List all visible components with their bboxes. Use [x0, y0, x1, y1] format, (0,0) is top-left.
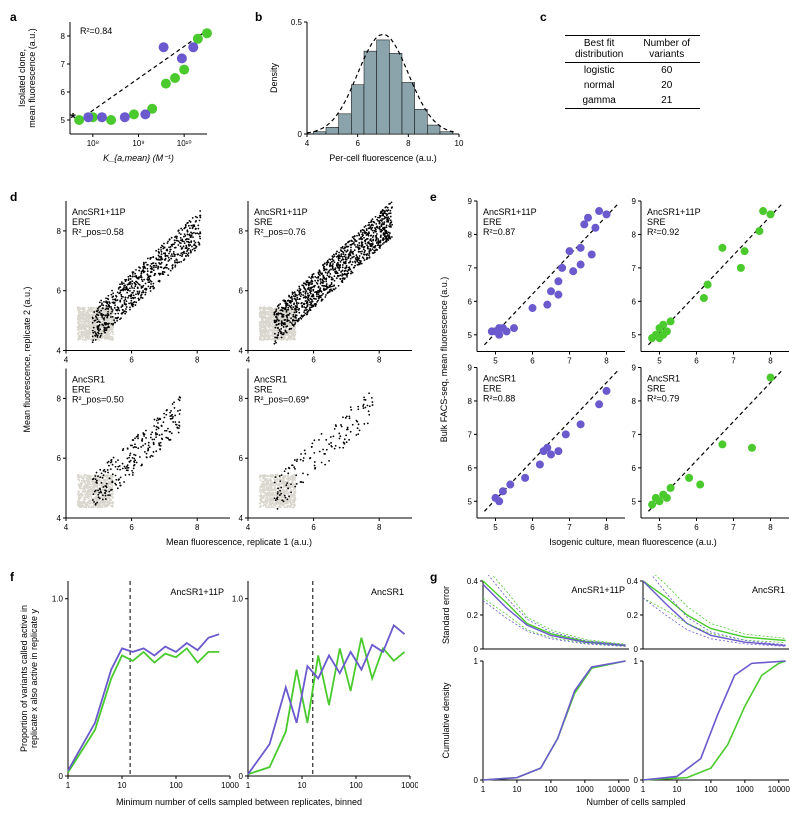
table-cell: 21: [633, 93, 700, 109]
table-cell: normal: [565, 78, 633, 93]
svg-text:8: 8: [61, 32, 66, 41]
svg-text:8: 8: [239, 394, 244, 403]
svg-text:0: 0: [298, 130, 303, 139]
svg-text:7: 7: [61, 60, 66, 69]
svg-text:10⁹: 10⁹: [132, 139, 144, 148]
table-col-header: Number of variants: [633, 36, 700, 63]
table-col-header: Best fit distribution: [565, 36, 633, 63]
svg-text:R²_pos=0.76: R²_pos=0.76: [254, 227, 306, 237]
svg-text:AncSR1+11P: AncSR1+11P: [72, 207, 126, 217]
svg-text:10: 10: [455, 139, 464, 148]
svg-text:4: 4: [57, 514, 62, 523]
svg-text:4: 4: [239, 514, 244, 523]
panel-f-chart: 110100100001.0AncSR1+11P110100100001.0An…: [18, 575, 418, 810]
svg-text:8: 8: [406, 139, 411, 148]
panel-g-chart: 00.20.4AncSR1+11P1101001000100000100.20.…: [435, 575, 795, 810]
svg-text:AncSR1+11P: AncSR1+11P: [254, 207, 308, 217]
svg-text:8: 8: [57, 394, 62, 403]
svg-text:4: 4: [246, 356, 251, 365]
svg-text:6: 6: [129, 356, 134, 365]
svg-text:8: 8: [377, 356, 382, 365]
panel-b-label: b: [255, 10, 262, 24]
svg-text:6: 6: [239, 287, 244, 296]
svg-text:6: 6: [129, 523, 134, 532]
svg-text:6: 6: [311, 356, 316, 365]
svg-text:8: 8: [239, 227, 244, 236]
svg-text:R²_pos=0.58: R²_pos=0.58: [72, 227, 124, 237]
svg-text:4: 4: [305, 139, 310, 148]
svg-text:ERE: ERE: [72, 385, 91, 395]
svg-text:R²_pos=0.50: R²_pos=0.50: [72, 395, 124, 405]
svg-text:ERE: ERE: [72, 217, 91, 227]
panel-d-label: d: [10, 190, 17, 204]
svg-text:8: 8: [57, 227, 62, 236]
panel-b-chart: 4 6 8 10 0 0.5 Per-cell fluorescence (a.u.) Den…: [265, 14, 465, 164]
svg-text:SRE: SRE: [254, 217, 273, 227]
svg-text:R²=0.84: R²=0.84: [80, 26, 112, 36]
table-cell: logistic: [565, 63, 633, 79]
table-cell: 20: [633, 78, 700, 93]
table-cell: gamma: [565, 93, 633, 109]
panel-c-table-container: Best fit distribution Number of variants…: [565, 35, 700, 109]
svg-text:6: 6: [311, 523, 316, 532]
svg-text:Density: Density: [269, 62, 279, 93]
figure-container: a 10⁸ 10⁹ 10¹⁰ 5 6 7 8 * R²=0.84 K_{a,mean} (M⁻¹)…: [10, 10, 790, 815]
svg-text:K_{a,mean} (M⁻¹): K_{a,mean} (M⁻¹): [103, 153, 174, 163]
svg-text:8: 8: [377, 523, 382, 532]
panel-d-chart: 468468AncSR1+11PERER²_pos=0.58468468AncS…: [18, 195, 418, 550]
svg-text:Per-cell fluorescence (a.u.): Per-cell fluorescence (a.u.): [329, 153, 437, 163]
svg-text:4: 4: [64, 356, 69, 365]
svg-text:8: 8: [195, 523, 200, 532]
best-fit-table: Best fit distribution Number of variants…: [565, 35, 700, 109]
panel-c-label: c: [540, 10, 547, 24]
panel-e-chart: 567856789AncSR1+11PERER²=0.87567856789An…: [435, 195, 795, 550]
svg-text:6: 6: [355, 139, 360, 148]
svg-text:Isolated clone,mean fluorescen: Isolated clone,mean fluorescence (a.u.): [18, 28, 37, 128]
svg-text:10¹⁰: 10¹⁰: [177, 139, 192, 148]
svg-text:5: 5: [61, 116, 66, 125]
panel-a-label: a: [10, 10, 17, 24]
svg-text:0.5: 0.5: [291, 18, 303, 27]
svg-text:4: 4: [239, 347, 244, 356]
panel-f-label: f: [10, 570, 14, 584]
svg-text:6: 6: [61, 88, 66, 97]
svg-text:6: 6: [239, 454, 244, 463]
svg-text:6: 6: [57, 454, 62, 463]
svg-text:*: *: [70, 110, 76, 126]
table-cell: 60: [633, 63, 700, 79]
svg-text:4: 4: [64, 523, 69, 532]
svg-text:10⁸: 10⁸: [87, 139, 99, 148]
svg-text:6: 6: [57, 287, 62, 296]
svg-text:4: 4: [57, 347, 62, 356]
panel-a-chart: 10⁸ 10⁹ 10¹⁰ 5 6 7 8 * R²=0.84 K_{a,mean} (M⁻¹) Is…: [18, 14, 213, 164]
svg-text:8: 8: [195, 356, 200, 365]
svg-text:AncSR1: AncSR1: [72, 375, 105, 385]
svg-text:4: 4: [246, 523, 251, 532]
